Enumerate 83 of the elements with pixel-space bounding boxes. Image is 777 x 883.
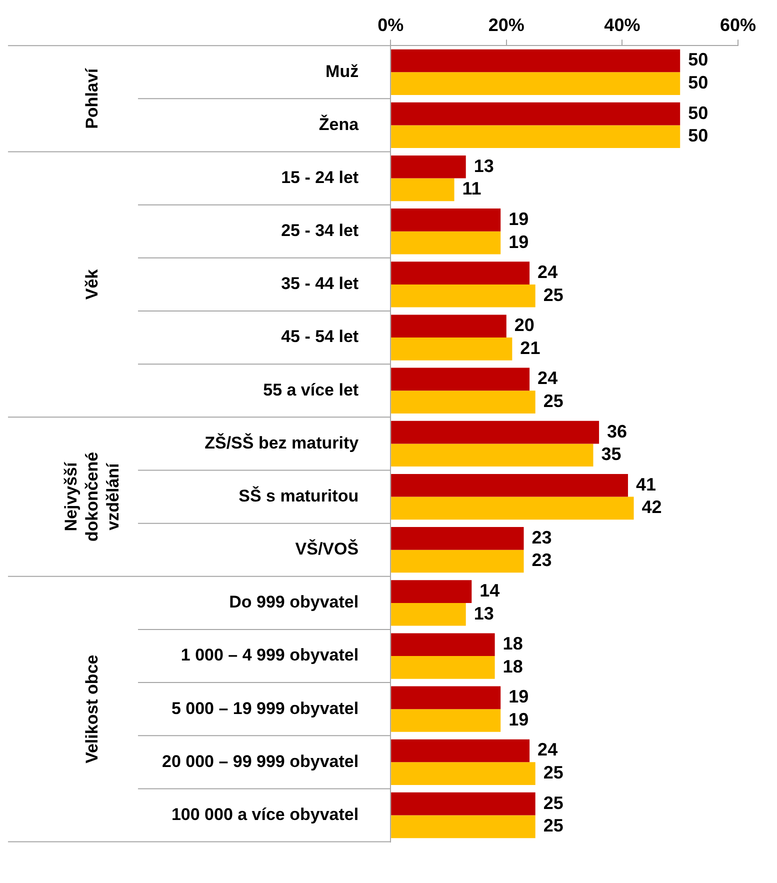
y-tick-label: ZŠ/SŠ bez maturity (204, 432, 360, 452)
data-label: 19 (508, 232, 529, 252)
text: Pohlaví (82, 67, 102, 129)
text: Velikost obce (82, 654, 102, 764)
data-label: 36 (607, 421, 628, 442)
data-label: 20 (514, 315, 534, 336)
bar (391, 338, 512, 360)
data-label: 23 (532, 527, 552, 548)
y-tick-label: SŠ s maturitou (238, 485, 359, 506)
bar (391, 739, 530, 762)
data-label: 19 (508, 208, 529, 229)
bar (391, 550, 524, 573)
bar (391, 314, 506, 338)
x-tick-label: 20% (488, 14, 524, 35)
bar (391, 444, 594, 467)
y-tick-label: 5 000 – 19 999 obyvatel (171, 698, 359, 718)
bar (391, 633, 495, 656)
bar (391, 496, 634, 520)
data-label: 18 (502, 656, 523, 676)
y-tick-label: 45 - 54 let (281, 327, 359, 346)
data-label: 42 (642, 497, 662, 518)
data-label: 50 (688, 102, 708, 123)
text: Věk (82, 268, 102, 300)
y-tick-label: VŠ/VOŠ (295, 538, 359, 559)
bar (391, 368, 530, 391)
y-tick-label: 35 - 44 let (281, 274, 359, 294)
data-label: 25 (543, 816, 564, 836)
y-tick-label: Žena (318, 114, 360, 134)
bar (391, 390, 536, 414)
data-label: 25 (543, 391, 564, 411)
data-label: 25 (543, 284, 564, 305)
data-label: 13 (474, 603, 494, 624)
bar (391, 762, 536, 786)
data-label: 41 (636, 474, 656, 494)
y-tick-label: 25 - 34 let (281, 221, 359, 240)
data-label: 24 (538, 740, 558, 760)
bar (391, 231, 501, 254)
bar (391, 208, 501, 232)
data-label: 25 (543, 792, 564, 813)
y-tick-label: Do 999 obyvatel (229, 592, 359, 612)
bar (391, 686, 501, 710)
data-label: 25 (543, 762, 564, 783)
bar (391, 602, 466, 626)
data-label: 35 (601, 444, 622, 464)
bar (391, 656, 495, 679)
data-label: 50 (688, 72, 708, 93)
data-label: 50 (688, 50, 708, 70)
bar (391, 178, 454, 202)
y-tick-label: 55 a více let (263, 380, 359, 400)
bar (391, 420, 600, 444)
data-label: 14 (480, 580, 500, 600)
y-tick-label: Muž (326, 62, 359, 81)
bar (391, 527, 524, 550)
y-tick-label: 15 - 24 let (281, 168, 359, 187)
data-label: 24 (538, 368, 558, 388)
x-tick-label: 60% (720, 14, 756, 35)
bar (391, 815, 536, 838)
bar (391, 72, 680, 95)
bar (391, 155, 466, 178)
bar (391, 125, 680, 148)
data-label: 23 (532, 550, 552, 570)
y-tick-label: 1 000 – 4 999 obyvatel (180, 646, 359, 665)
data-label: 18 (502, 634, 523, 654)
y-tick-label: 20 000 – 99 999 obyvatel (162, 752, 359, 771)
bar (391, 580, 472, 603)
data-label: 24 (538, 262, 558, 282)
y-tick-label: 100 000 a více obyvatel (171, 804, 359, 824)
bar (391, 102, 680, 126)
data-label: 19 (508, 686, 529, 707)
bar (391, 284, 536, 308)
data-label: 50 (688, 126, 708, 146)
x-tick-label: 0% (378, 14, 404, 35)
bar (391, 49, 680, 72)
text: Nejvyšší dokončené vzdělání (62, 452, 123, 542)
bar (391, 262, 530, 284)
bar (391, 474, 628, 497)
data-label: 19 (508, 709, 529, 730)
x-tick-label: 40% (604, 14, 640, 35)
bar (391, 792, 536, 816)
data-label: 21 (520, 338, 540, 358)
data-label: 13 (474, 156, 494, 176)
data-label: 11 (462, 178, 482, 199)
bar (391, 709, 501, 732)
